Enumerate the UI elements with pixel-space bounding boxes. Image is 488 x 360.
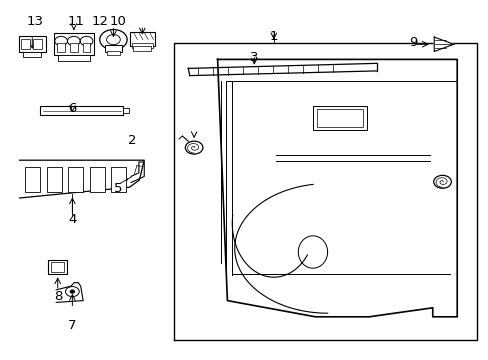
Text: 1: 1 xyxy=(269,30,278,42)
Bar xyxy=(58,55,90,61)
Bar xyxy=(25,167,40,192)
Bar xyxy=(33,39,41,49)
Text: 13: 13 xyxy=(27,15,43,28)
Bar xyxy=(316,109,362,127)
Bar xyxy=(106,51,120,55)
Polygon shape xyxy=(433,37,453,51)
Text: 8: 8 xyxy=(54,291,63,303)
Circle shape xyxy=(70,290,74,293)
Bar xyxy=(47,167,61,192)
Bar xyxy=(131,43,153,48)
Text: 7: 7 xyxy=(68,319,77,332)
Bar xyxy=(51,262,64,272)
Bar xyxy=(133,46,151,51)
Text: 3: 3 xyxy=(249,51,258,64)
Bar xyxy=(123,108,129,113)
Bar xyxy=(90,167,104,192)
Bar xyxy=(19,36,46,52)
Bar xyxy=(68,167,83,192)
Polygon shape xyxy=(56,283,83,302)
Text: 10: 10 xyxy=(110,15,126,28)
Text: 6: 6 xyxy=(68,102,77,114)
Bar xyxy=(104,45,122,52)
Bar xyxy=(82,43,90,52)
Bar xyxy=(70,43,78,52)
Bar xyxy=(54,33,94,55)
Text: 9: 9 xyxy=(408,36,417,49)
Bar xyxy=(312,106,366,130)
Bar xyxy=(57,43,65,52)
Bar xyxy=(111,167,126,192)
Text: 2: 2 xyxy=(127,134,136,147)
Bar xyxy=(21,39,30,49)
Bar xyxy=(129,32,155,46)
Text: 11: 11 xyxy=(67,15,84,28)
Bar xyxy=(48,260,67,274)
Bar xyxy=(23,52,41,57)
Text: 12: 12 xyxy=(92,15,108,28)
Text: 5: 5 xyxy=(114,183,122,195)
Bar xyxy=(40,106,123,115)
Text: 4: 4 xyxy=(68,213,77,226)
Polygon shape xyxy=(20,160,144,198)
